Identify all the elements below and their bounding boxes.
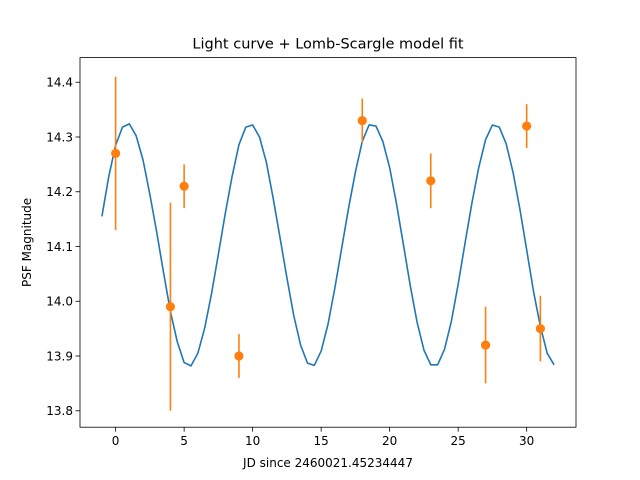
observation-point — [111, 148, 121, 159]
y-tick-label: 14.1 — [46, 240, 73, 254]
x-tick-label: 25 — [451, 434, 466, 448]
observation-point — [165, 302, 176, 312]
plot-area — [101, 76, 555, 411]
observation-point — [357, 115, 367, 126]
y-axis-label: PSF Magnitude — [20, 198, 34, 287]
observation-point — [234, 351, 244, 361]
chart-title: Light curve + Lomb-Scargle model fit — [192, 37, 463, 53]
x-tick-label: 30 — [519, 434, 534, 448]
y-tick-label: 14.0 — [46, 295, 73, 309]
y-tick-label: 13.9 — [46, 349, 73, 363]
observation-point — [179, 181, 189, 191]
x-axis: 0 5 10 15 20 25 30 — [112, 427, 534, 448]
x-axis-label: JD since 2460021.45234447 — [242, 456, 413, 470]
x-tick-label: 10 — [245, 434, 260, 448]
x-tick-label: 20 — [382, 434, 397, 448]
x-tick-label: 0 — [112, 434, 120, 448]
plot-frame — [79, 57, 577, 428]
y-tick-label: 14.4 — [46, 76, 73, 90]
observation-point — [480, 340, 491, 350]
observation-point — [522, 121, 532, 131]
y-tick-label: 13.8 — [46, 404, 73, 418]
model-fit-line — [101, 123, 555, 367]
y-tick-label: 14.3 — [46, 130, 73, 144]
observation-point — [426, 176, 436, 186]
x-tick-label: 15 — [314, 434, 329, 448]
y-axis: 13.8 13.9 14.0 14.1 14.2 14.3 14.4 — [46, 76, 80, 418]
y-tick-label: 14.2 — [46, 185, 73, 199]
observation-point — [535, 324, 545, 334]
x-tick-label: 5 — [180, 434, 188, 448]
